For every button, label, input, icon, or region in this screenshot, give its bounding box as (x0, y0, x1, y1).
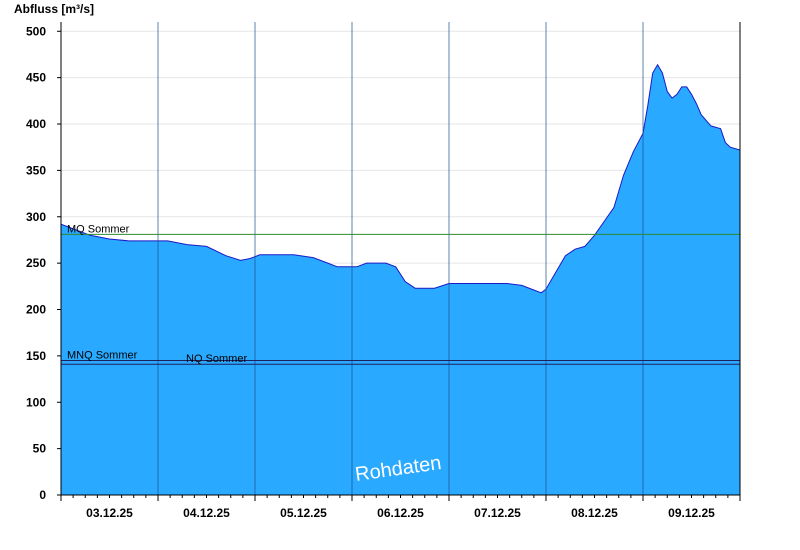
y-tick-label: 250 (26, 256, 46, 270)
axes (57, 22, 741, 501)
mq-sommer-label: MQ Sommer (67, 223, 130, 235)
y-tick-label: 0 (39, 488, 46, 502)
x-tick-label: 07.12.25 (474, 506, 521, 520)
x-tick-labels: 03.12.25 04.12.25 05.12.25 06.12.25 07.12.25… (86, 506, 715, 520)
y-tick-label: 100 (26, 395, 46, 409)
nq-sommer-label: NQ Sommer (186, 353, 247, 365)
y-tick-label: 500 (26, 24, 46, 38)
discharge-area-series (60, 63, 741, 496)
y-tick-label: 400 (26, 117, 46, 131)
x-tick-label: 03.12.25 (86, 506, 133, 520)
reference-lines: MQ Sommer MNQ Sommer NQ Sommer (61, 223, 740, 365)
x-tick-label: 04.12.25 (183, 506, 230, 520)
y-tick-label: 50 (33, 442, 47, 456)
y-tick-label: 200 (26, 303, 46, 317)
y-tick-labels: 0 50 100 150 200 250 300 350 400 450 500 (26, 24, 46, 502)
x-tick-label: 08.12.25 (571, 506, 618, 520)
y-axis-label: Abfluss [m³/s] (14, 2, 94, 16)
y-tick-label: 150 (26, 349, 46, 363)
mnq-sommer-label: MNQ Sommer (67, 350, 138, 362)
y-tick-label: 300 (26, 210, 46, 224)
y-tick-label: 450 (26, 71, 46, 85)
x-tick-label: 09.12.25 (668, 506, 715, 520)
x-tick-label: 05.12.25 (280, 506, 327, 520)
y-tick-label: 350 (26, 163, 46, 177)
day-separator-lines (157, 22, 644, 495)
x-tick-label: 06.12.25 (377, 506, 424, 520)
